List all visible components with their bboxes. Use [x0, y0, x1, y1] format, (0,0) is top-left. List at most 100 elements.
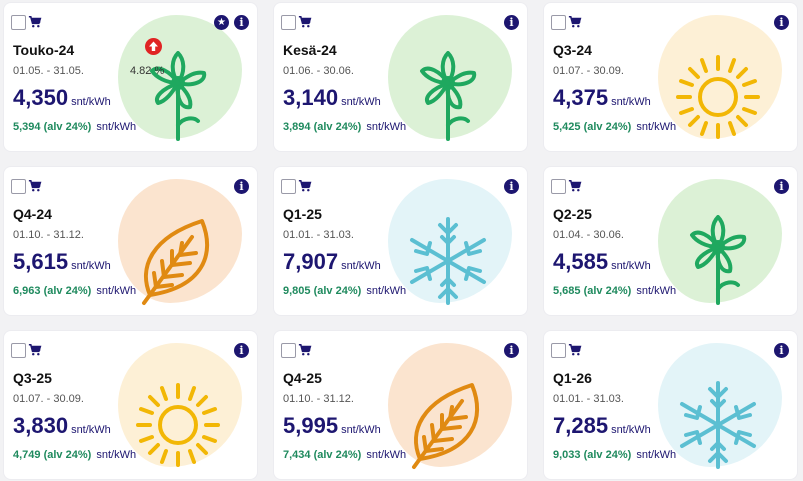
product-card[interactable]: i Q1-26 01.01. - 31.03. 7,285 snt/kWh 9,… [544, 331, 797, 479]
price-value: 7,907 [283, 249, 339, 274]
select-checkbox[interactable] [11, 178, 26, 194]
select-checkbox[interactable] [281, 178, 296, 194]
info-icon[interactable]: i [774, 179, 789, 194]
card-title: Q2-25 [553, 206, 592, 222]
price-value: 4,585 [553, 249, 609, 274]
price-unit: snt/kWh [341, 424, 381, 436]
vat-price-value: 5,425 (alv 24%) [553, 121, 632, 133]
price-change: 4.82 % [130, 65, 165, 77]
product-card[interactable]: i Q4-25 01.10. - 31.12. 5,995 snt/kWh 7,… [274, 331, 527, 479]
info-icon[interactable]: i [234, 179, 249, 194]
cart-icon[interactable] [298, 179, 312, 193]
info-icon[interactable]: i [774, 15, 789, 30]
select-checkbox[interactable] [551, 178, 566, 194]
card-vat-price: 6,963 (alv 24%) snt/kWh [13, 285, 136, 297]
select-checkbox[interactable] [551, 14, 566, 30]
trend-up-icon [145, 38, 162, 55]
card-vat-price: 5,394 (alv 24%) snt/kWh [13, 121, 136, 133]
cart-icon[interactable] [298, 343, 312, 357]
price-unit: snt/kWh [71, 424, 111, 436]
price-unit: snt/kWh [71, 260, 111, 272]
card-vat-price: 5,685 (alv 24%) snt/kWh [553, 285, 676, 297]
select-checkbox[interactable] [11, 14, 26, 30]
card-price: 3,830 snt/kWh [13, 413, 111, 439]
info-icon[interactable]: i [774, 343, 789, 358]
vat-price-value: 4,749 (alv 24%) [13, 449, 92, 461]
product-card[interactable]: i Q4-24 01.10. - 31.12. 5,615 snt/kWh 6,… [4, 167, 257, 315]
card-vat-price: 9,033 (alv 24%) snt/kWh [553, 449, 676, 461]
card-price: 4,350 snt/kWh [13, 85, 111, 111]
card-dates: 01.04. - 30.06. [553, 229, 624, 241]
vat-price-unit: snt/kWh [366, 285, 407, 297]
card-vat-price: 3,894 (alv 24%) snt/kWh [283, 121, 406, 133]
product-card[interactable]: ★ i Touko-24 01.05. - 31.05. 4,350 snt/k… [4, 3, 257, 151]
flower-icon [150, 51, 207, 141]
card-vat-price: 4,749 (alv 24%) snt/kWh [13, 449, 136, 461]
cart-icon[interactable] [298, 15, 312, 29]
product-card[interactable]: i Q1-25 01.01. - 31.03. 7,907 snt/kWh 9,… [274, 167, 527, 315]
info-icon[interactable]: i [234, 343, 249, 358]
card-price: 3,140 snt/kWh [283, 85, 381, 111]
product-card[interactable]: i Kesä-24 01.06. - 30.06. 3,140 snt/kWh … [274, 3, 527, 151]
select-checkbox[interactable] [11, 342, 26, 358]
vat-price-value: 5,394 (alv 24%) [13, 121, 92, 133]
card-actions [11, 13, 42, 31]
vat-price-value: 9,805 (alv 24%) [283, 285, 362, 297]
select-checkbox[interactable] [551, 342, 566, 358]
card-price: 7,907 snt/kWh [283, 249, 381, 275]
card-title: Q1-26 [553, 370, 592, 386]
vat-price-unit: snt/kWh [96, 285, 137, 297]
snowflake-icon [410, 217, 486, 305]
vat-price-unit: snt/kWh [366, 449, 407, 461]
info-icon[interactable]: i [504, 179, 519, 194]
card-vat-price: 7,434 (alv 24%) snt/kWh [283, 449, 406, 461]
card-price: 5,995 snt/kWh [283, 413, 381, 439]
price-unit: snt/kWh [611, 424, 651, 436]
card-actions [281, 177, 312, 195]
price-value: 3,830 [13, 413, 69, 438]
card-title: Q1-25 [283, 206, 322, 222]
card-price: 4,585 snt/kWh [553, 249, 651, 275]
flower-icon [690, 215, 747, 305]
cart-icon[interactable] [28, 15, 42, 29]
vat-price-value: 3,894 (alv 24%) [283, 121, 362, 133]
info-icon[interactable]: i [504, 343, 519, 358]
price-value: 5,995 [283, 413, 339, 438]
vat-price-unit: snt/kWh [636, 449, 677, 461]
info-icon[interactable]: i [504, 15, 519, 30]
product-card[interactable]: i Q2-25 01.04. - 30.06. 4,585 snt/kWh 5,… [544, 167, 797, 315]
leaf-icon [142, 219, 210, 305]
cart-icon[interactable] [28, 179, 42, 193]
price-unit: snt/kWh [611, 260, 651, 272]
vat-price-value: 7,434 (alv 24%) [283, 449, 362, 461]
info-icon[interactable]: i [234, 15, 249, 30]
select-checkbox[interactable] [281, 14, 296, 30]
favorite-star-icon[interactable]: ★ [214, 15, 229, 30]
card-dates: 01.01. - 31.03. [283, 229, 354, 241]
cart-icon[interactable] [568, 343, 582, 357]
vat-price-value: 5,685 (alv 24%) [553, 285, 632, 297]
card-price: 4,375 snt/kWh [553, 85, 651, 111]
vat-price-unit: snt/kWh [636, 121, 677, 133]
vat-price-value: 6,963 (alv 24%) [13, 285, 92, 297]
card-actions [281, 13, 312, 31]
card-actions [551, 177, 582, 195]
card-actions [551, 13, 582, 31]
select-checkbox[interactable] [281, 342, 296, 358]
cart-icon[interactable] [28, 343, 42, 357]
price-unit: snt/kWh [341, 96, 381, 108]
price-value: 5,615 [13, 249, 69, 274]
sun-icon [676, 55, 760, 139]
price-value: 4,350 [13, 85, 69, 110]
product-card[interactable]: i Q3-25 01.07. - 30.09. 3,830 snt/kWh 4,… [4, 331, 257, 479]
price-value: 3,140 [283, 85, 339, 110]
cart-icon[interactable] [568, 179, 582, 193]
price-value: 4,375 [553, 85, 609, 110]
product-card[interactable]: i Q3-24 01.07. - 30.09. 4,375 snt/kWh 5,… [544, 3, 797, 151]
card-vat-price: 9,805 (alv 24%) snt/kWh [283, 285, 406, 297]
card-title: Q3-25 [13, 370, 52, 386]
cart-icon[interactable] [568, 15, 582, 29]
card-actions [11, 177, 42, 195]
price-unit: snt/kWh [341, 260, 381, 272]
